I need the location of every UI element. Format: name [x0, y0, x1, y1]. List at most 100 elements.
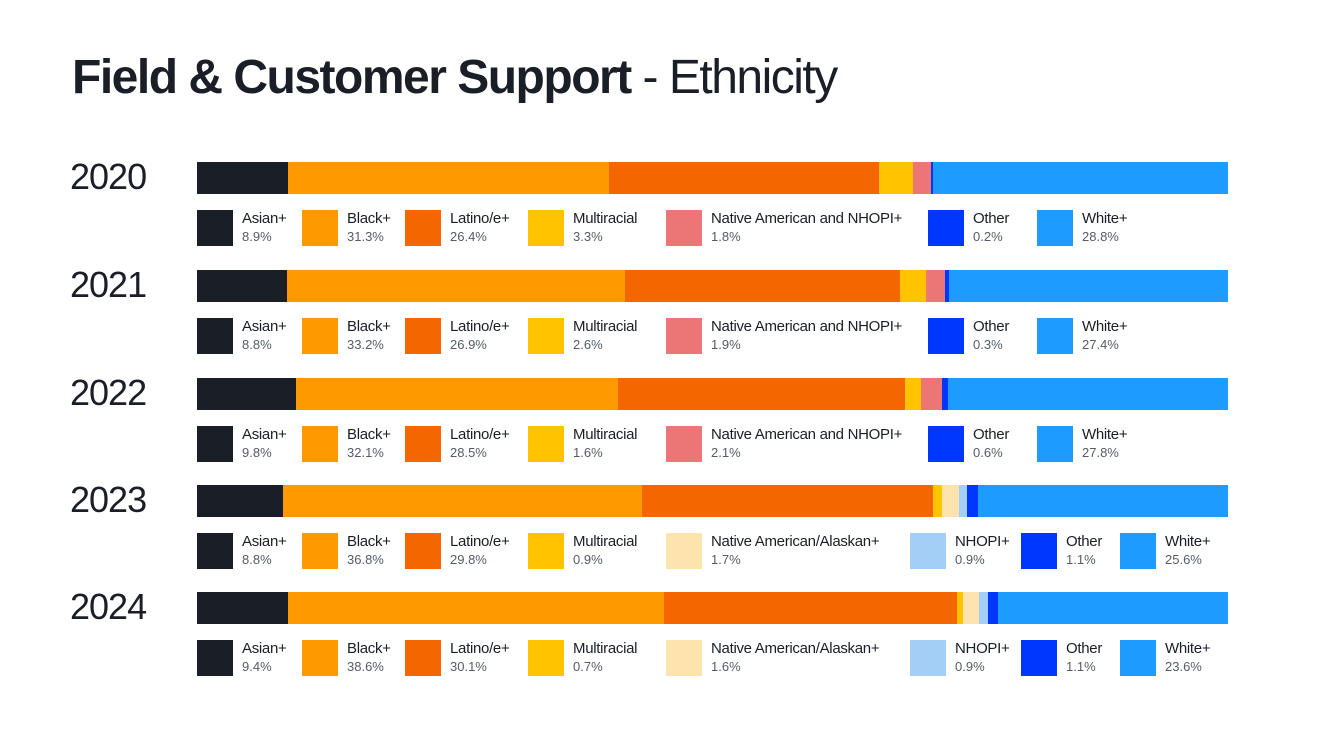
legend-value: 28.5% — [450, 445, 487, 460]
legend-label: Other — [973, 210, 1010, 227]
legend-swatch — [528, 640, 564, 676]
legend-label: Multiracial — [573, 640, 638, 657]
bar-segment-black — [286, 270, 626, 302]
legend-value: 25.6% — [1165, 552, 1202, 567]
legend-label: Native American/Alaskan+ — [711, 640, 880, 657]
legend-swatch — [405, 640, 441, 676]
bar-segment-native-american-alaskan — [963, 592, 979, 624]
legend-swatch — [528, 426, 564, 462]
bar-segment-other — [931, 162, 934, 194]
legend-label: Other — [1066, 533, 1103, 550]
bar-segment-multiracial — [878, 162, 913, 194]
legend-label: Latino/e+ — [450, 533, 510, 550]
legend-label: White+ — [1082, 318, 1128, 335]
bar-segment-white — [998, 592, 1228, 624]
legend-value: 28.8% — [1082, 229, 1119, 244]
legend-value: 26.4% — [450, 229, 487, 244]
legend-swatch — [528, 533, 564, 569]
legend-swatch — [197, 318, 233, 354]
legend-label: Asian+ — [242, 533, 287, 550]
legend-swatch — [1120, 533, 1156, 569]
legend-value: 1.9% — [711, 337, 741, 352]
legend-label: Black+ — [347, 426, 391, 443]
legend-value: 2.6% — [573, 337, 603, 352]
legend-value: 27.8% — [1082, 445, 1119, 460]
legend-value: 27.4% — [1082, 337, 1119, 352]
legend-value: 0.9% — [573, 552, 603, 567]
bar-segment-native-american-and-nhopi — [921, 378, 943, 410]
legend-swatch — [302, 210, 338, 246]
legend-label: Asian+ — [242, 318, 287, 335]
legend-swatch — [302, 533, 338, 569]
legend-label: Black+ — [347, 318, 391, 335]
bar-segment-black — [288, 592, 664, 624]
legend-swatch — [666, 640, 702, 676]
legend-value: 8.8% — [242, 337, 272, 352]
bar-segment-nhopi — [978, 592, 988, 624]
bar-segment-other — [942, 378, 949, 410]
legend-value: 1.7% — [711, 552, 741, 567]
legend-label: Other — [1066, 640, 1103, 657]
legend-value: 0.9% — [955, 552, 985, 567]
legend-swatch — [197, 210, 233, 246]
bar-segment-multiracial — [905, 378, 922, 410]
legend-swatch — [1120, 640, 1156, 676]
bar-segment-asian — [197, 162, 289, 194]
legend-value: 1.6% — [573, 445, 603, 460]
bar-segment-multiracial — [956, 592, 964, 624]
legend-swatch — [1021, 533, 1057, 569]
legend-value: 0.2% — [973, 229, 1003, 244]
bar-segment-latino-e — [625, 270, 900, 302]
legend-value: 1.8% — [711, 229, 741, 244]
legend-label: Other — [973, 426, 1010, 443]
legend-value: 23.6% — [1165, 659, 1202, 674]
legend-swatch — [910, 533, 946, 569]
year-label: 2020 — [70, 156, 147, 197]
legend-label: Latino/e+ — [450, 426, 510, 443]
legend-swatch — [302, 640, 338, 676]
legend-label: White+ — [1165, 640, 1211, 657]
legend-swatch — [405, 426, 441, 462]
legend-label: Multiracial — [573, 533, 638, 550]
legend-swatch — [528, 318, 564, 354]
legend-swatch — [1037, 426, 1073, 462]
legend-label: NHOPI+ — [955, 640, 1010, 657]
legend-value: 30.1% — [450, 659, 487, 674]
legend-value: 33.2% — [347, 337, 384, 352]
legend-swatch — [302, 426, 338, 462]
legend-value: 26.9% — [450, 337, 487, 352]
legend-swatch — [197, 426, 233, 462]
legend-label: Native American and NHOPI+ — [711, 426, 903, 443]
legend-swatch — [405, 318, 441, 354]
legend-swatch — [197, 640, 233, 676]
bar-segment-black — [288, 162, 609, 194]
bar-segment-other — [945, 270, 949, 302]
legend-swatch — [302, 318, 338, 354]
legend-value: 0.7% — [573, 659, 603, 674]
legend-swatch — [928, 210, 964, 246]
legend-label: Asian+ — [242, 640, 287, 657]
legend-label: Multiracial — [573, 318, 638, 335]
bar-segment-latino-e — [663, 592, 957, 624]
bar-segment-multiracial — [899, 270, 927, 302]
bar-segment-multiracial — [933, 485, 942, 517]
legend-label: White+ — [1165, 533, 1211, 550]
legend-label: Native American and NHOPI+ — [711, 318, 903, 335]
chart-title: Field & Customer Support - Ethnicity — [72, 50, 838, 105]
legend-swatch — [1037, 318, 1073, 354]
bar-segment-nhopi — [958, 485, 968, 517]
bar-segment-asian — [197, 270, 287, 302]
title-bold: Field & Customer Support — [72, 51, 632, 104]
legend-swatch — [928, 426, 964, 462]
legend-value: 38.6% — [347, 659, 384, 674]
bar-2021 — [197, 270, 1228, 302]
legend-label: Latino/e+ — [450, 210, 510, 227]
bar-segment-other — [967, 485, 979, 517]
bar-2020 — [197, 162, 1228, 194]
legend-label: Other — [973, 318, 1010, 335]
legend-swatch — [928, 318, 964, 354]
legend-label: NHOPI+ — [955, 533, 1010, 550]
legend-swatch — [1037, 210, 1073, 246]
bar-segment-asian — [197, 485, 283, 517]
bar-segment-other — [987, 592, 999, 624]
